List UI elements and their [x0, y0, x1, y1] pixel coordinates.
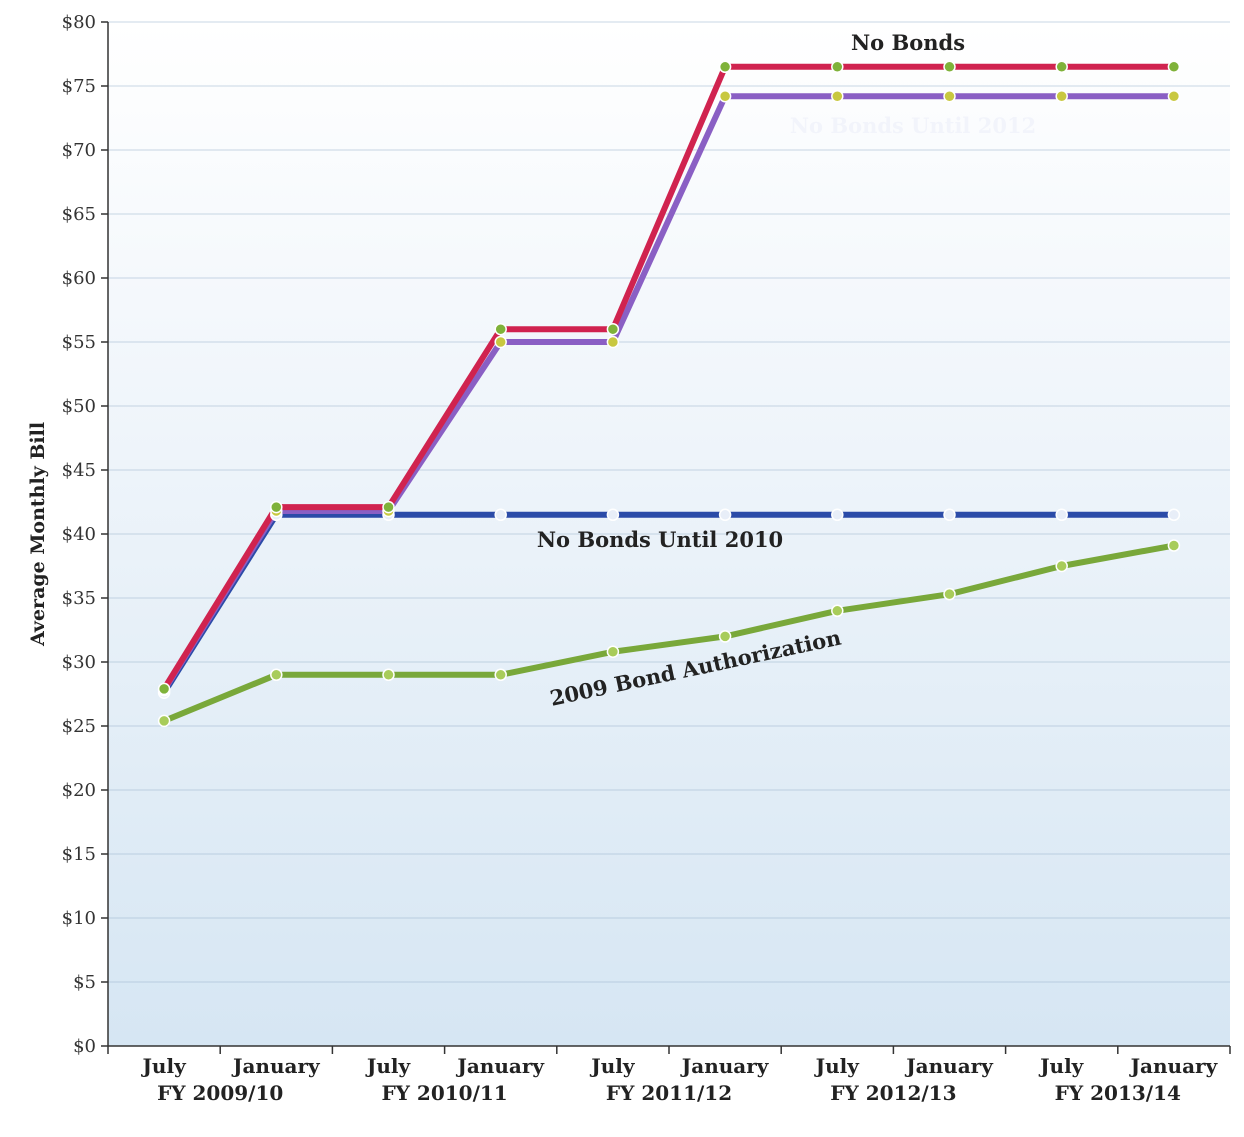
x-tick-label: January — [1129, 1054, 1219, 1078]
axes: $0 $5 $10 $15 $20 $25 $30 $35 $40 $45 $50 $55 $60 $65… — [62, 12, 1231, 1105]
data-point — [1055, 89, 1068, 103]
data-point — [270, 500, 283, 514]
data-point — [1167, 539, 1181, 552]
data-point — [382, 500, 395, 514]
x-tick-label: July — [365, 1054, 412, 1078]
y-tick-label: $25 — [62, 716, 96, 737]
y-axis-label: Average Monthly Bill — [27, 422, 49, 647]
y-tick-label: $60 — [62, 268, 96, 289]
data-point — [831, 508, 844, 522]
y-tick-label: $65 — [62, 204, 96, 225]
y-tick-label: $5 — [73, 972, 96, 993]
series-label: No Bonds — [851, 30, 965, 55]
data-point — [943, 508, 956, 522]
fiscal-year-label: FY 2012/13 — [830, 1081, 956, 1105]
fiscal-year-label: FY 2009/10 — [157, 1081, 283, 1105]
x-tick-label: January — [680, 1054, 770, 1078]
data-point — [1055, 559, 1068, 573]
y-tick-label: $80 — [62, 12, 96, 33]
data-point — [270, 668, 283, 682]
y-tick-label: $55 — [62, 332, 96, 353]
data-point — [718, 60, 732, 74]
y-tick-label: $30 — [62, 652, 96, 673]
data-point — [831, 604, 844, 618]
data-point — [831, 60, 844, 74]
data-point — [943, 60, 956, 74]
data-point — [494, 322, 507, 336]
data-point — [494, 668, 507, 682]
y-tick-label: $0 — [73, 1036, 96, 1057]
series-line — [161, 63, 1177, 692]
x-tick-label: January — [231, 1054, 321, 1078]
data-point — [606, 645, 620, 659]
data-point — [606, 335, 620, 349]
data-point — [1055, 60, 1068, 74]
series-line — [161, 93, 1177, 694]
fiscal-year-label: FY 2010/11 — [381, 1081, 507, 1105]
data-point — [831, 89, 844, 103]
series-group — [157, 60, 1181, 728]
data-point — [494, 335, 507, 349]
y-tick-label: $10 — [62, 908, 96, 929]
series-line — [161, 511, 1177, 696]
y-tick-label: $70 — [62, 140, 96, 161]
x-tick-label: July — [140, 1054, 187, 1078]
data-point — [157, 714, 171, 728]
data-point — [1167, 89, 1181, 103]
series-label: No Bonds Until 2010 — [537, 527, 783, 552]
data-point — [1055, 508, 1068, 522]
x-tick-label: January — [904, 1054, 994, 1078]
x-tick-label: July — [589, 1054, 636, 1078]
data-point — [606, 508, 620, 522]
fiscal-year-label: FY 2011/12 — [606, 1081, 732, 1105]
y-tick-label: $40 — [62, 524, 96, 545]
data-point — [943, 89, 956, 103]
data-point — [1167, 60, 1181, 74]
fiscal-year-label: FY 2013/14 — [1055, 1081, 1181, 1105]
y-tick-label: $35 — [62, 588, 96, 609]
data-point — [382, 668, 395, 682]
x-tick-label: July — [814, 1054, 861, 1078]
data-point — [718, 89, 732, 103]
data-point — [494, 508, 507, 522]
y-tick-label: $20 — [62, 780, 96, 801]
data-point — [606, 322, 620, 336]
series-line — [161, 542, 1177, 724]
data-point — [718, 508, 732, 522]
series-label: No Bonds Until 2012 — [790, 113, 1036, 138]
data-point — [157, 682, 171, 696]
x-tick-label: July — [1038, 1054, 1085, 1078]
y-tick-label: $50 — [62, 396, 96, 417]
y-tick-label: $15 — [62, 844, 96, 865]
y-tick-label: $75 — [62, 76, 96, 97]
data-point — [1167, 508, 1181, 522]
data-point — [718, 630, 732, 643]
data-point — [943, 587, 956, 601]
x-tick-label: January — [455, 1054, 545, 1078]
y-tick-label: $45 — [62, 460, 96, 481]
